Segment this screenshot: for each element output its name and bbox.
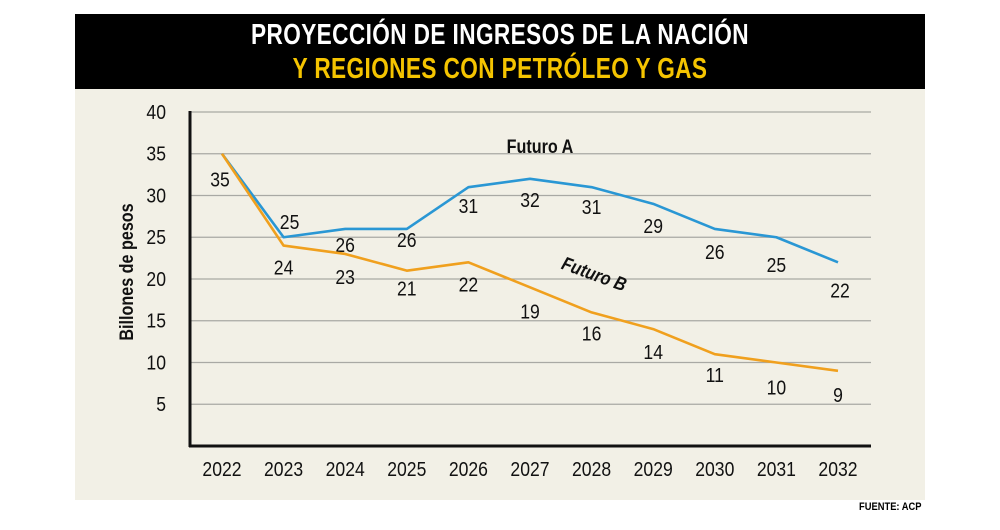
- data-label: 23: [335, 266, 355, 288]
- data-label: 10: [767, 376, 787, 398]
- data-label: 26: [705, 241, 725, 263]
- data-label: 19: [520, 300, 540, 322]
- y-tick-label: 20: [146, 268, 166, 290]
- legend-label-futuro-a: Futuro A: [507, 136, 574, 158]
- y-tick-label: 10: [146, 351, 166, 373]
- y-tick-label: 25: [146, 226, 166, 248]
- data-label: 31: [459, 195, 479, 217]
- data-label: 22: [459, 273, 479, 295]
- x-tick-label: 2026: [449, 458, 488, 480]
- y-tick-label: 15: [146, 310, 166, 332]
- y-tick-label: 40: [146, 101, 166, 123]
- y-tick-label: 5: [156, 393, 166, 415]
- data-label: 22: [830, 279, 850, 301]
- y-tick-label: 30: [146, 184, 166, 206]
- data-label: 35: [210, 169, 230, 191]
- data-label: 11: [706, 364, 724, 386]
- title-bar: PROYECCIÓN DE INGRESOS DE LA NACIÓN Y RE…: [75, 14, 925, 89]
- x-tick-label: 2025: [387, 458, 426, 480]
- data-label: 32: [520, 189, 540, 211]
- x-tick-label: 2032: [818, 458, 857, 480]
- x-tick-label: 2031: [757, 458, 796, 480]
- x-tick-label: 2024: [326, 458, 365, 480]
- data-label: 14: [643, 341, 663, 363]
- title-line-2: Y REGIONES CON PETRÓLEO Y GAS: [292, 53, 708, 85]
- x-tick-label: 2023: [264, 458, 303, 480]
- data-label: 24: [274, 257, 294, 279]
- data-label: 29: [643, 215, 663, 237]
- y-tick-label: 35: [146, 143, 166, 165]
- x-tick-label: 2030: [695, 458, 734, 480]
- data-label: 25: [280, 211, 300, 233]
- x-tick-label: 2028: [572, 458, 611, 480]
- x-tick-label: 2027: [510, 458, 549, 480]
- legend-label-futuro-b: Futuro B: [559, 252, 630, 295]
- x-tick-label: 2029: [634, 458, 673, 480]
- data-label: 26: [335, 234, 355, 256]
- data-label: 31: [582, 196, 602, 218]
- title-line-1: PROYECCIÓN DE INGRESOS DE LA NACIÓN: [251, 19, 749, 51]
- data-label: 26: [397, 229, 417, 251]
- chart-panel: [75, 89, 925, 500]
- series-line-futuro-a: [220, 152, 839, 264]
- data-label: 16: [582, 322, 602, 344]
- data-label: 25: [767, 254, 787, 276]
- y-axis-label: Billones de pesos: [116, 203, 138, 340]
- data-label: 21: [397, 278, 417, 300]
- data-label: 9: [833, 384, 843, 406]
- source-note: FUENTE: ACP: [859, 501, 922, 513]
- series-line-futuro-b: [220, 153, 839, 373]
- x-tick-label: 2022: [202, 458, 241, 480]
